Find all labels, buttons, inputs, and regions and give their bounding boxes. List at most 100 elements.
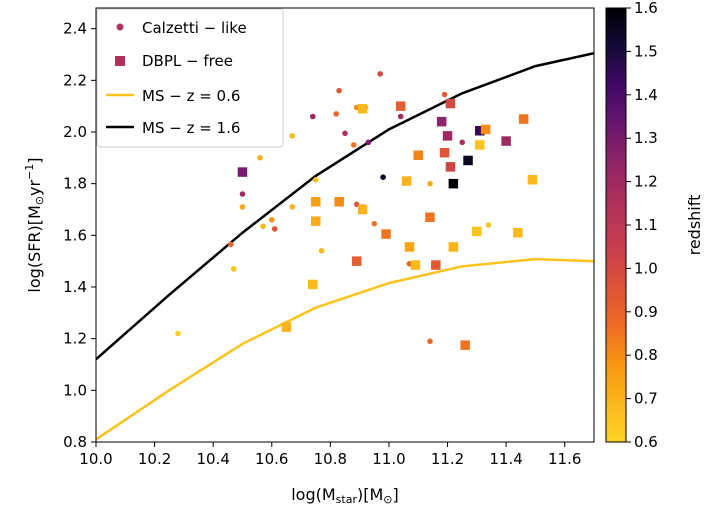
colorbar-tick-label: 0.7 bbox=[634, 390, 658, 408]
y-tick-label: 1.2 bbox=[63, 330, 87, 348]
x-tick-label: 10.0 bbox=[79, 450, 112, 468]
colorbar-tick-label: 1.3 bbox=[634, 129, 658, 147]
point-dbpl bbox=[401, 176, 412, 186]
colorbar-tick-label: 1.6 bbox=[634, 0, 658, 17]
point-calzetti bbox=[239, 191, 246, 197]
point-calzetti bbox=[312, 177, 319, 183]
point-dbpl bbox=[475, 126, 485, 136]
ms-line-1 bbox=[96, 51, 594, 361]
legend-box bbox=[96, 8, 284, 148]
point-calzetti bbox=[351, 142, 357, 148]
colorbar-label: redshift bbox=[685, 195, 704, 256]
legend-marker-calzetti bbox=[116, 23, 124, 31]
point-dbpl bbox=[445, 98, 456, 109]
point-dbpl bbox=[311, 197, 321, 207]
point-dbpl bbox=[410, 260, 421, 270]
x-tick-label: 11.0 bbox=[372, 450, 405, 468]
colorbar-ticks: 0.6 0.7 0.8 0.9 1.0 1.1 1.2 1.3 1.4 1.5 1.6 bbox=[626, 0, 658, 451]
x-tick-label: 10.4 bbox=[196, 450, 229, 468]
point-calzetti bbox=[380, 174, 386, 180]
point-dbpl bbox=[308, 279, 318, 290]
legend-label-calzetti: Calzetti − like bbox=[142, 19, 247, 37]
point-calzetti bbox=[318, 248, 325, 254]
y-tick-label: 2.0 bbox=[63, 123, 87, 141]
y-tick-label: 1.0 bbox=[63, 381, 87, 399]
ms-line-0 bbox=[96, 257, 594, 441]
colorbar-tick-label: 1.2 bbox=[634, 173, 658, 191]
point-calzetti bbox=[289, 204, 296, 210]
point-calzetti bbox=[175, 330, 181, 337]
point-dbpl bbox=[281, 322, 292, 332]
point-calzetti bbox=[310, 113, 316, 120]
colorbar-tick-label: 1.5 bbox=[634, 42, 658, 60]
point-dbpl bbox=[463, 155, 473, 166]
point-dbpl bbox=[518, 114, 529, 124]
y-tick-label: 1.6 bbox=[63, 226, 87, 244]
point-dbpl bbox=[352, 256, 362, 266]
point-dbpl bbox=[475, 140, 485, 150]
point-dbpl bbox=[442, 131, 453, 141]
y-tick-label: 2.2 bbox=[63, 71, 87, 89]
x-axis-ticks: 10.0 10.2 10.4 10.6 10.8 11.0 11.2 11.4 11.6 bbox=[79, 442, 581, 468]
point-dbpl bbox=[425, 212, 435, 222]
legend: Calzetti − like DBPL − free MS − z = 0.6… bbox=[96, 8, 284, 148]
point-calzetti bbox=[371, 220, 378, 227]
x-tick-label: 10.8 bbox=[314, 450, 347, 468]
point-calzetti bbox=[336, 87, 342, 94]
point-calzetti bbox=[459, 139, 466, 146]
point-calzetti bbox=[271, 226, 278, 232]
point-dbpl bbox=[445, 162, 456, 172]
data-points bbox=[175, 71, 538, 350]
point-calzetti bbox=[230, 266, 237, 272]
x-axis-label: log(Mstar)[M⊙] bbox=[291, 485, 399, 506]
x-tick-label: 11.2 bbox=[431, 450, 464, 468]
point-dbpl bbox=[311, 216, 321, 226]
point-dbpl bbox=[381, 229, 391, 239]
point-dbpl bbox=[439, 147, 450, 158]
y-tick-label: 1.8 bbox=[63, 175, 87, 193]
point-dbpl bbox=[395, 101, 406, 111]
colorbar-tick-label: 0.6 bbox=[634, 433, 658, 451]
colorbar-tick-label: 1.4 bbox=[634, 86, 658, 104]
colorbar-tick-label: 1.0 bbox=[634, 259, 658, 277]
x-tick-label: 11.4 bbox=[489, 450, 522, 468]
point-dbpl bbox=[357, 204, 368, 215]
legend-label-ms-06: MS − z = 0.6 bbox=[142, 87, 240, 105]
point-calzetti bbox=[333, 111, 340, 117]
point-dbpl bbox=[513, 228, 523, 238]
point-calzetti bbox=[269, 217, 275, 223]
y-tick-label: 0.8 bbox=[63, 433, 87, 451]
point-calzetti bbox=[342, 130, 348, 137]
x-tick-label: 10.2 bbox=[138, 450, 171, 468]
colorbar-tick-label: 0.8 bbox=[634, 346, 658, 364]
y-axis-label: log(SFR)[M⊙yr−1] bbox=[23, 157, 46, 292]
point-calzetti bbox=[377, 71, 384, 77]
point-dbpl bbox=[501, 136, 511, 146]
point-calzetti bbox=[427, 180, 433, 187]
legend-marker-dbpl bbox=[115, 56, 125, 66]
x-tick-label: 11.6 bbox=[548, 450, 581, 468]
point-calzetti bbox=[239, 204, 246, 210]
point-calzetti bbox=[427, 338, 433, 345]
point-dbpl bbox=[404, 242, 415, 252]
point-calzetti bbox=[397, 113, 404, 120]
point-dbpl bbox=[480, 124, 491, 135]
point-calzetti bbox=[441, 91, 448, 98]
colorbar bbox=[605, 7, 627, 443]
point-dbpl bbox=[431, 260, 441, 270]
point-dbpl bbox=[448, 178, 459, 189]
point-dbpl bbox=[472, 226, 482, 237]
point-calzetti bbox=[485, 222, 492, 228]
colorbar-tick-label: 1.1 bbox=[634, 216, 658, 234]
y-tick-label: 2.4 bbox=[63, 20, 87, 38]
point-dbpl bbox=[334, 197, 344, 207]
point-dbpl bbox=[357, 104, 368, 114]
point-dbpl bbox=[237, 167, 248, 177]
point-dbpl bbox=[413, 150, 423, 160]
point-dbpl bbox=[527, 175, 538, 185]
legend-label-ms-16: MS − z = 1.6 bbox=[142, 119, 240, 137]
x-tick-label: 10.6 bbox=[255, 450, 288, 468]
colorbar-tick-label: 0.9 bbox=[634, 303, 658, 321]
point-calzetti bbox=[228, 241, 234, 248]
